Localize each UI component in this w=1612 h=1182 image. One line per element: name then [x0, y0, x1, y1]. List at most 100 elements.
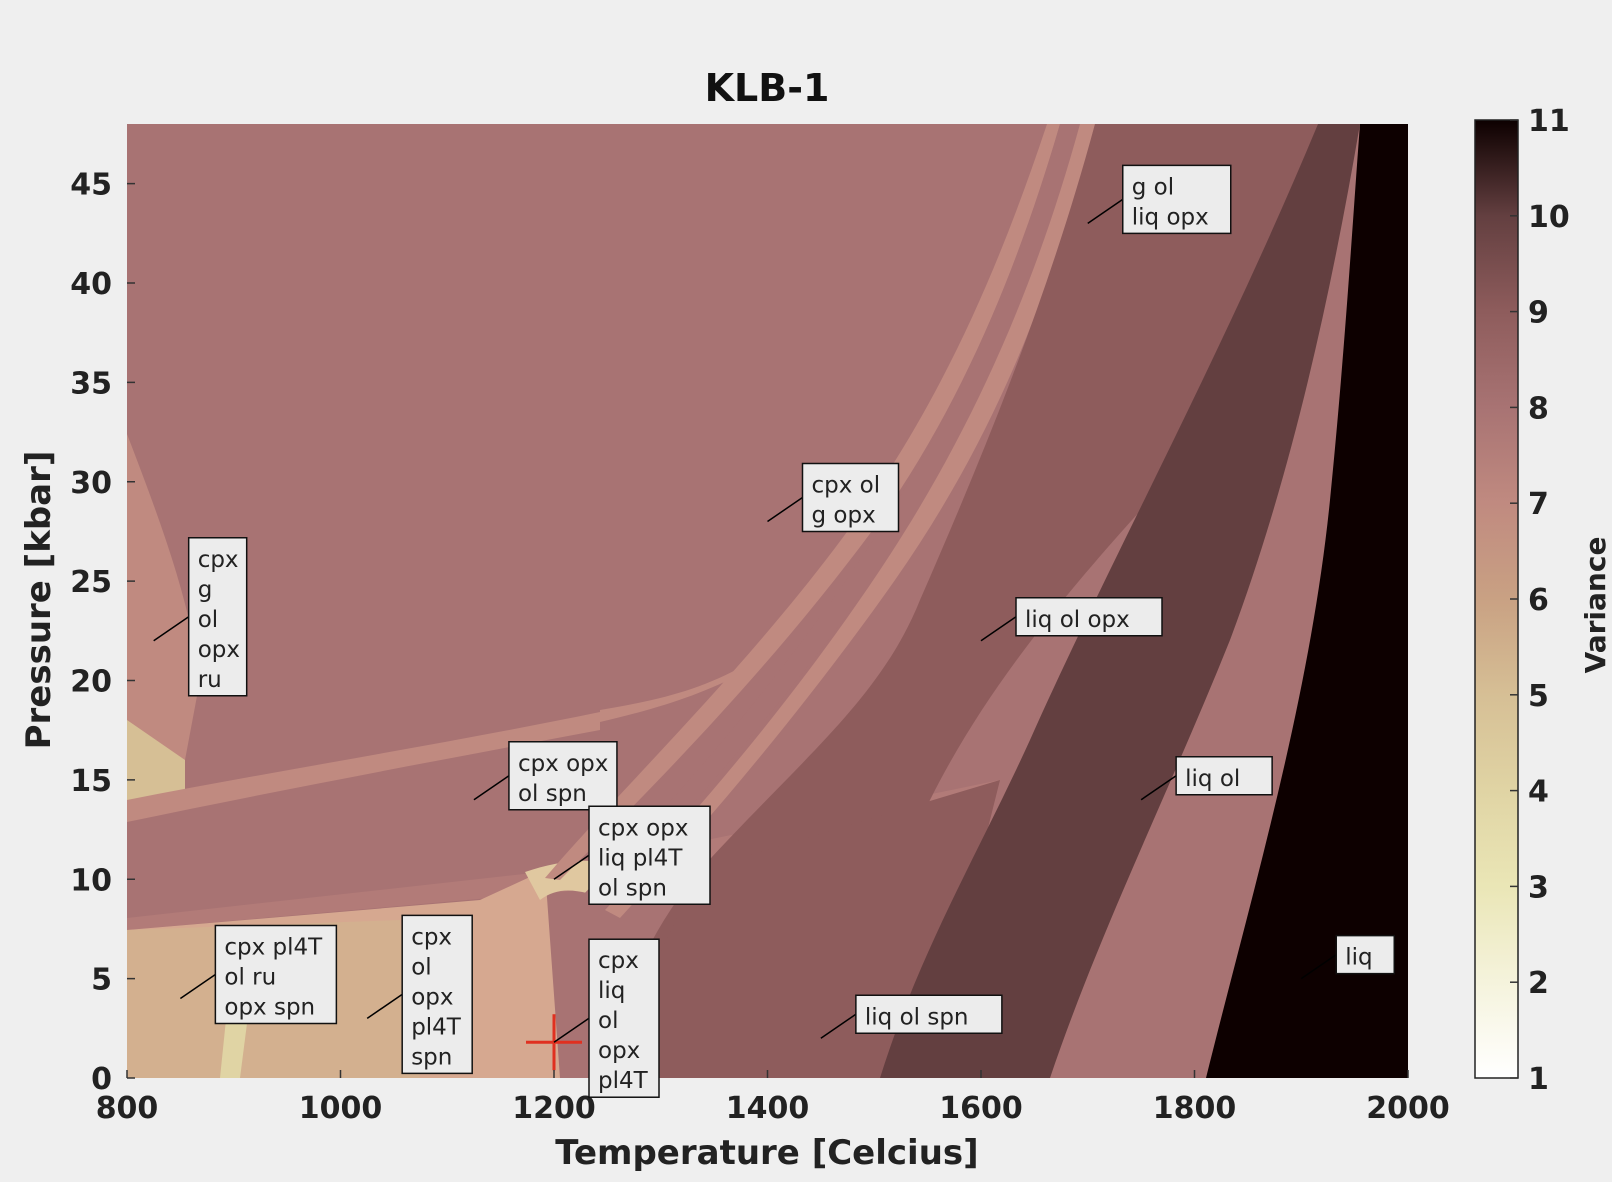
- colorbar-ticks: 1 2 3 4 5 6 7 8 9 10 11: [1510, 104, 1570, 1097]
- field-label-box: [801, 462, 900, 533]
- field-label: g ol liq opx: [1087, 164, 1232, 235]
- field-label-leader: [473, 775, 510, 801]
- field-label-text: opx: [411, 984, 453, 1010]
- field-label-text: cpx pl4T: [224, 935, 323, 961]
- band-plag: [127, 780, 1000, 930]
- field-label: cpx liq ol opx pl4T: [553, 938, 660, 1098]
- field-labels: g ol liq opx cpx ol g opx cpx g ol opx ru liq ol …: [153, 164, 1395, 1098]
- field-label-box: [214, 924, 338, 1025]
- field-label-text: opx: [598, 1038, 640, 1064]
- y-tick-label: 35: [70, 366, 112, 401]
- field-label: cpx opx liq pl4T ol spn: [553, 805, 711, 905]
- x-tick-label: 1000: [299, 1091, 383, 1126]
- y-tick-label: 0: [91, 1062, 112, 1097]
- field-label-leader: [767, 496, 803, 523]
- field-label-leader: [1300, 954, 1337, 980]
- colorbar-tick-label: 3: [1528, 870, 1549, 905]
- colorbar-tick-label: 5: [1528, 679, 1549, 714]
- band-spn-garnet: [127, 712, 600, 822]
- field-label-leader: [179, 973, 216, 1000]
- field-label-text: ol: [598, 1008, 618, 1034]
- field-liq-variance-11: [1206, 124, 1408, 1078]
- x-tick-label: 1600: [939, 1091, 1023, 1126]
- field-label-box: [588, 938, 660, 1098]
- colorbar: 1 2 3 4 5 6 7 8 9 10 11 Variance: [1474, 104, 1612, 1097]
- field-label-text: liq pl4T: [598, 845, 683, 871]
- field-label-box: [1015, 597, 1163, 637]
- field-label-leader: [553, 1017, 590, 1043]
- field-label-box: [855, 994, 1003, 1034]
- field-label-text: liq ol spn: [865, 1004, 969, 1030]
- field-label-text: pl4T: [598, 1068, 649, 1094]
- colorbar-tick-label: 11: [1528, 104, 1570, 139]
- field-label-box: [1122, 164, 1232, 235]
- colorbar-tick-label: 9: [1528, 296, 1549, 331]
- y-tick-label: 40: [70, 267, 112, 302]
- colorbar-tick-label: 4: [1528, 775, 1549, 810]
- x-tick-label: 1200: [512, 1091, 596, 1126]
- field-label-text: pl4T: [411, 1014, 462, 1040]
- y-tick-label: 5: [91, 963, 112, 998]
- field-label-text: liq ol opx: [1025, 607, 1130, 633]
- field-label-text: liq: [1345, 945, 1372, 971]
- field-label-text: cpx: [598, 948, 639, 974]
- y-axis-label: Pressure [kbar]: [19, 451, 59, 750]
- field-label-leader: [153, 616, 190, 642]
- x-axis-ticks: 800 1000 1200 1400 1600 1800 2000: [96, 1070, 1450, 1126]
- field-label: liq ol opx: [980, 597, 1163, 642]
- y-tick-label: 25: [70, 565, 112, 600]
- field-label-text: ol: [411, 954, 431, 980]
- field-label: liq ol: [1140, 756, 1273, 801]
- field-label-text: ol spn: [518, 781, 587, 807]
- field-label-leader: [1087, 198, 1124, 224]
- field-label-text: liq opx: [1132, 204, 1209, 230]
- colorbar-tick-label: 10: [1528, 200, 1570, 235]
- field-label-box: [1175, 756, 1273, 796]
- field-label-text: cpx: [198, 547, 239, 573]
- y-tick-label: 10: [70, 863, 112, 898]
- field-label-leader: [980, 616, 1017, 642]
- field-label: cpx g ol opx ru: [153, 537, 248, 697]
- field-label: cpx pl4T ol ru opx spn: [179, 924, 338, 1025]
- chart-title: KLB-1: [705, 66, 830, 110]
- field-label: cpx ol g opx: [767, 462, 900, 533]
- field-label-box: [588, 805, 711, 905]
- y-tick-label: 45: [70, 168, 112, 203]
- x-tick-label: 2000: [1366, 1091, 1450, 1126]
- field-label-text: spn: [411, 1044, 452, 1070]
- field-label-text: liq: [598, 978, 625, 1004]
- field-variance-9: [600, 124, 1318, 1078]
- y-tick-label: 15: [70, 764, 112, 799]
- colorbar-tick-label: 2: [1528, 966, 1549, 1001]
- colorbar-tick-label: 6: [1528, 583, 1549, 618]
- field-label-text: liq ol: [1185, 766, 1240, 792]
- field-label-text: ol spn: [598, 875, 667, 901]
- field-label-box: [187, 537, 248, 697]
- colorbar-tick-label: 7: [1528, 487, 1549, 522]
- x-tick-label: 1400: [726, 1091, 810, 1126]
- field-label-text: ol: [198, 607, 218, 633]
- field-low-T-cpx-g: [127, 434, 200, 760]
- field-label-text: g: [198, 577, 213, 603]
- field-label-text: cpx: [411, 924, 452, 950]
- colorbar-label: Variance: [1579, 537, 1612, 674]
- field-label-text: opx spn: [224, 995, 315, 1021]
- field-label: liq: [1300, 934, 1395, 980]
- field-label-leader: [366, 993, 403, 1019]
- field-label-leader: [1140, 775, 1177, 801]
- y-tick-label: 20: [70, 665, 112, 700]
- field-label: cpx opx ol spn: [473, 741, 618, 811]
- field-label-text: ru: [198, 667, 222, 693]
- field-label: liq ol spn: [820, 994, 1003, 1039]
- field-label-text: cpx opx: [598, 815, 688, 841]
- field-label-box: [1335, 934, 1395, 975]
- x-axis-label: Temperature [Celcius]: [555, 1133, 978, 1173]
- x-tick-label: 1800: [1153, 1091, 1237, 1126]
- colorbar-tick-label: 1: [1528, 1062, 1549, 1097]
- field-label-text: cpx opx: [518, 751, 608, 777]
- y-axis-ticks: 0 5 10 15 20 25 30 35 40 45: [70, 168, 135, 1097]
- field-label-text: opx: [198, 637, 240, 663]
- field-label-leader: [820, 1013, 857, 1039]
- field-label-box: [401, 914, 473, 1075]
